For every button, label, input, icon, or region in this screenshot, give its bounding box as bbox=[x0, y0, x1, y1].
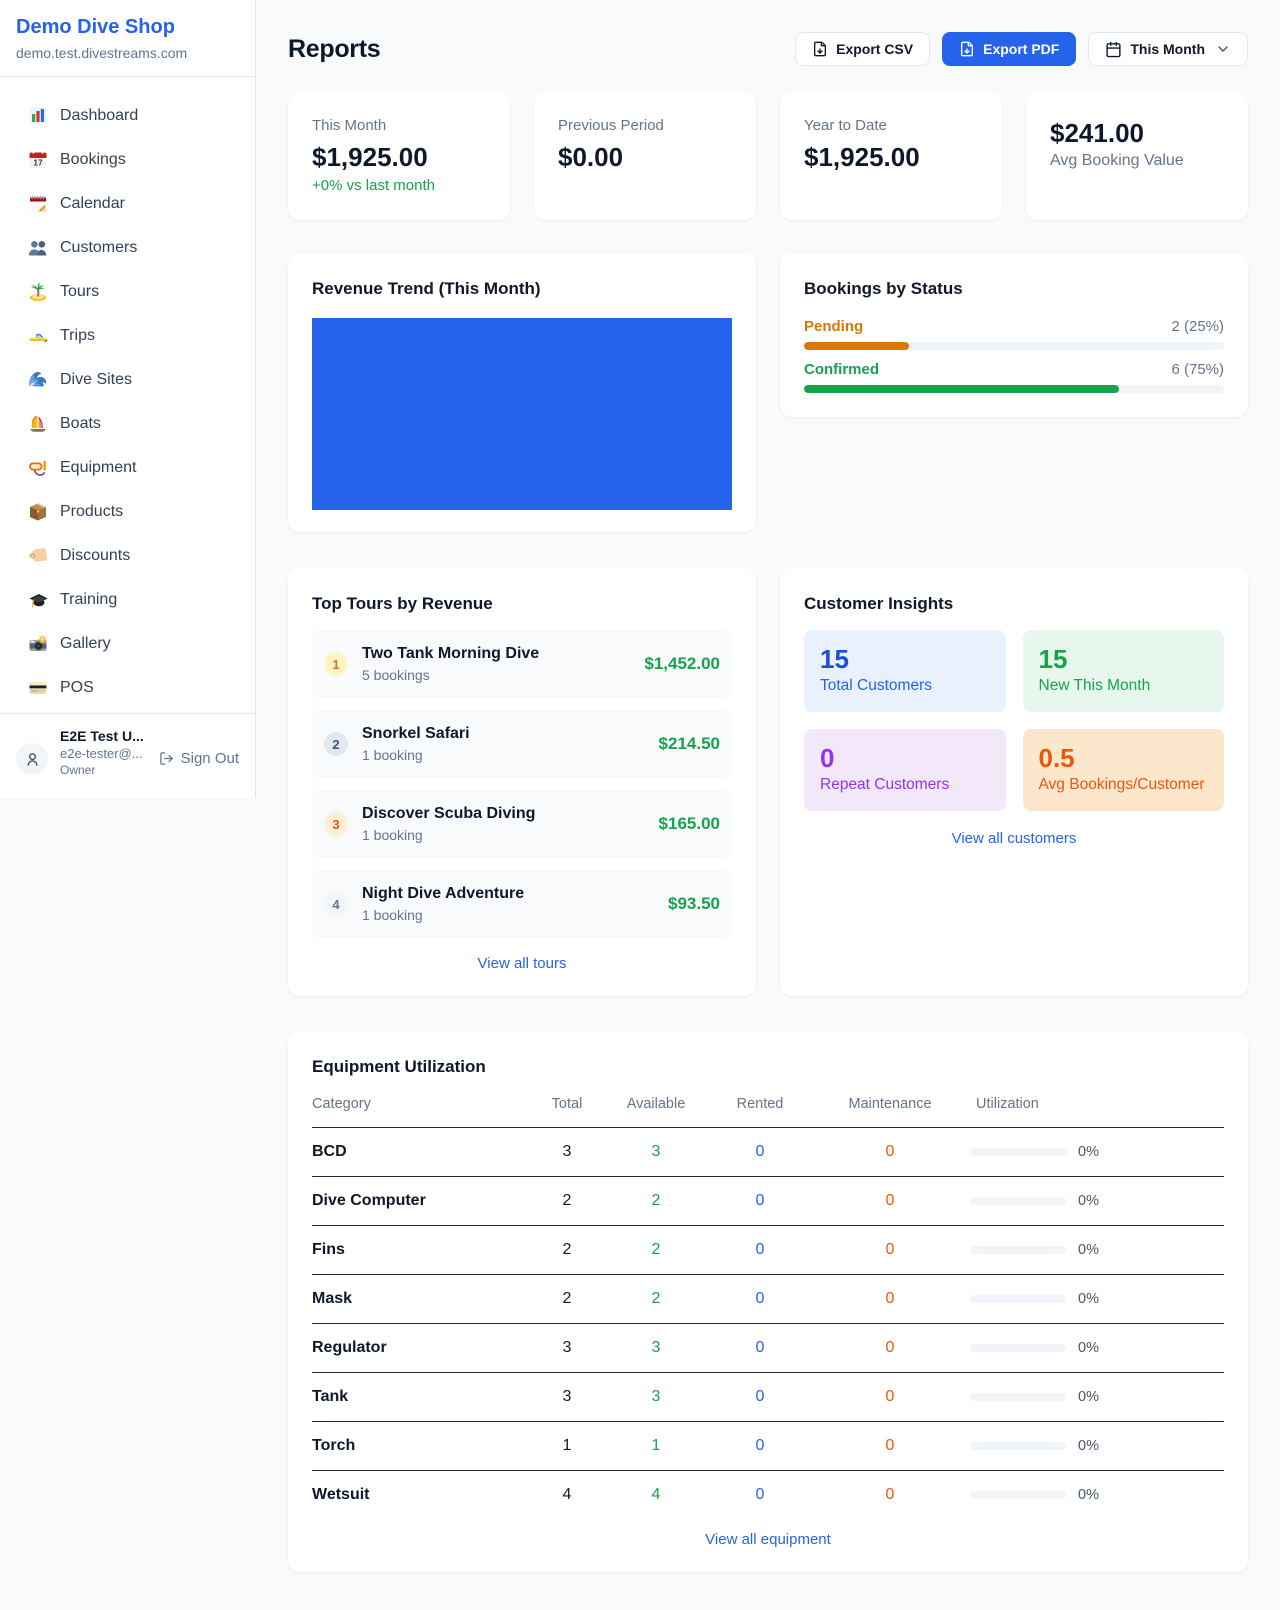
svg-text:17: 17 bbox=[33, 158, 43, 168]
